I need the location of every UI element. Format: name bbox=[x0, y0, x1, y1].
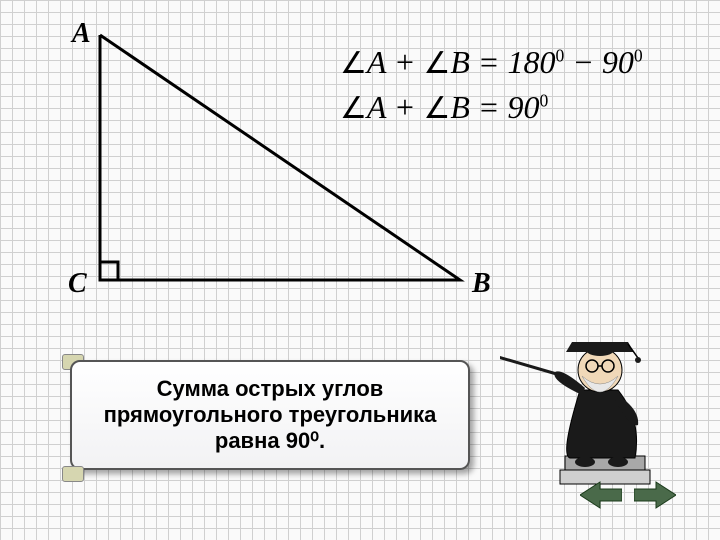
eq2-a: A bbox=[367, 89, 386, 125]
professor-illustration bbox=[500, 300, 680, 500]
vertex-label-a: A bbox=[72, 18, 91, 50]
scroll-curl-bottom bbox=[62, 466, 84, 482]
arrow-left-icon bbox=[580, 482, 622, 508]
eq1-a: A bbox=[367, 44, 386, 80]
theorem-plate: Сумма острых углов прямоугольного треуго… bbox=[70, 360, 470, 470]
nav-arrows bbox=[576, 480, 680, 515]
vertex-label-c: C bbox=[68, 268, 87, 300]
equation-block: ∠A + ∠B = 1800 − 900 ∠A + ∠B = 900 bbox=[340, 40, 643, 130]
equation-line-1: ∠A + ∠B = 1800 − 900 bbox=[340, 40, 643, 85]
eq2-b: B bbox=[450, 89, 470, 125]
eq1-180: 180 bbox=[508, 44, 556, 80]
cap-board bbox=[566, 342, 634, 352]
vertex-label-b: B bbox=[472, 268, 491, 300]
pointer-stick bbox=[500, 340, 560, 375]
next-arrow-button[interactable] bbox=[634, 480, 676, 515]
theorem-text: Сумма острых углов прямоугольного треуго… bbox=[92, 376, 448, 454]
arrow-right-icon bbox=[634, 482, 676, 508]
eq1-b: B bbox=[450, 44, 470, 80]
tassel bbox=[635, 357, 641, 363]
right-angle-marker bbox=[100, 262, 118, 280]
shoe-left bbox=[575, 457, 595, 467]
eq1-90: 90 bbox=[602, 44, 634, 80]
gown bbox=[567, 390, 637, 458]
equation-line-2: ∠A + ∠B = 900 bbox=[340, 85, 643, 130]
shoe-right bbox=[608, 457, 628, 467]
eq2-90: 90 bbox=[508, 89, 540, 125]
prev-arrow-button[interactable] bbox=[580, 480, 622, 515]
